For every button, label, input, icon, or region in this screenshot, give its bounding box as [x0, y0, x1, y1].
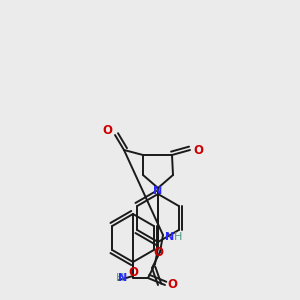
Text: O: O	[167, 278, 177, 290]
Text: O: O	[102, 124, 112, 136]
Text: H: H	[174, 232, 182, 242]
Text: N: N	[165, 232, 175, 242]
Text: N: N	[153, 186, 163, 196]
Text: O: O	[153, 245, 163, 259]
Text: H: H	[116, 273, 124, 283]
Text: O: O	[193, 143, 203, 157]
Text: N: N	[118, 273, 127, 283]
Text: O: O	[128, 266, 138, 278]
